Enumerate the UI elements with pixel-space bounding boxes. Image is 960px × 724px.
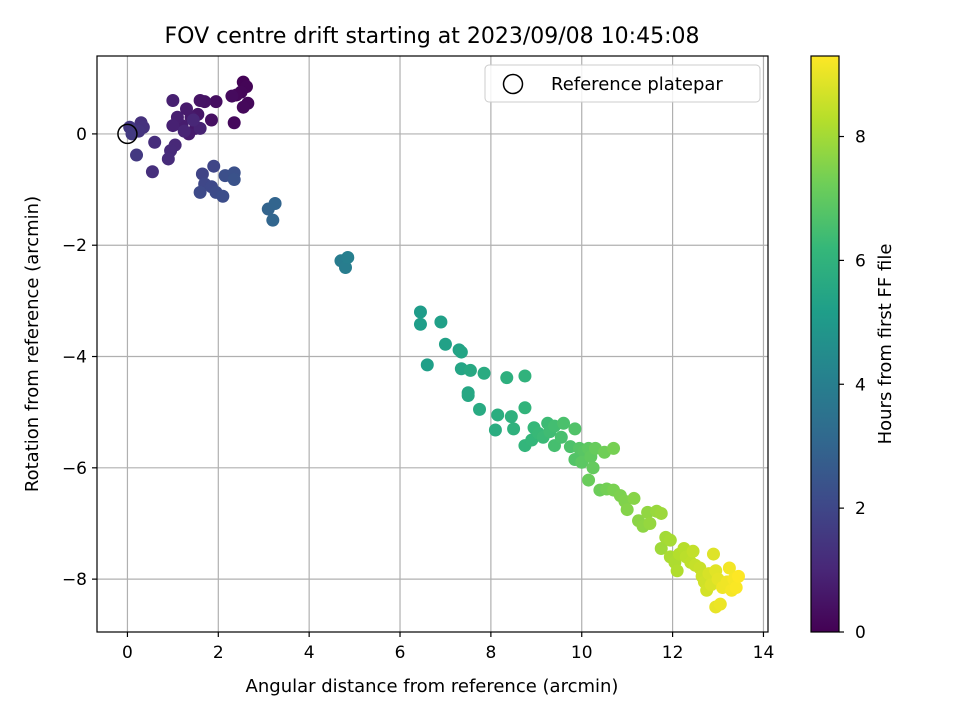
data-point bbox=[207, 159, 221, 173]
colorbar-gradient bbox=[810, 55, 840, 633]
data-point bbox=[268, 196, 282, 210]
data-point bbox=[554, 430, 568, 444]
data-point bbox=[713, 597, 727, 611]
data-point bbox=[663, 533, 677, 547]
data-point bbox=[477, 366, 491, 380]
data-point bbox=[504, 410, 518, 424]
data-point bbox=[722, 561, 736, 575]
data-point bbox=[145, 165, 159, 179]
legend: Reference platepar bbox=[484, 64, 761, 103]
colorbar-tick-label: 8 bbox=[855, 128, 866, 148]
data-point bbox=[454, 345, 468, 359]
data-point bbox=[654, 506, 668, 520]
x-axis-label: Angular distance from reference (arcmin) bbox=[246, 676, 619, 697]
data-point bbox=[557, 416, 571, 430]
x-tick-label: 6 bbox=[395, 643, 406, 663]
axes-layer: 0 2 4 6 8 10 12 14 −8 −6 −4 −2 0 bbox=[62, 55, 775, 663]
data-point bbox=[227, 173, 241, 187]
data-point bbox=[507, 422, 521, 436]
data-point bbox=[195, 167, 209, 181]
data-point bbox=[620, 503, 634, 517]
y-tick-label: −6 bbox=[62, 459, 87, 479]
data-point bbox=[706, 547, 720, 561]
data-point bbox=[193, 94, 207, 108]
data-point bbox=[582, 473, 596, 487]
data-point bbox=[236, 100, 250, 114]
reference-layer bbox=[117, 123, 138, 145]
chart-title: FOV centre drift starting at 2023/09/08 … bbox=[165, 24, 700, 49]
grid-layer bbox=[97, 56, 768, 632]
data-point bbox=[193, 185, 207, 199]
data-point bbox=[488, 423, 502, 437]
data-point bbox=[500, 371, 514, 385]
data-point bbox=[125, 127, 139, 141]
x-tick-label: 4 bbox=[304, 643, 315, 663]
x-tick-label: 14 bbox=[753, 643, 775, 663]
data-point bbox=[209, 95, 223, 109]
data-point bbox=[413, 305, 427, 319]
colorbar: 0 2 4 6 8 bbox=[810, 55, 866, 643]
data-point bbox=[518, 369, 532, 383]
data-point bbox=[643, 516, 657, 530]
points-layer bbox=[123, 75, 745, 614]
x-tick-label: 10 bbox=[571, 643, 593, 663]
data-point bbox=[341, 250, 355, 264]
data-point bbox=[491, 408, 505, 422]
colorbar-tick-label: 4 bbox=[855, 375, 866, 395]
data-point bbox=[161, 152, 175, 166]
data-point bbox=[438, 337, 452, 351]
data-point bbox=[568, 422, 582, 436]
data-point bbox=[731, 569, 745, 583]
colorbar-tick-label: 2 bbox=[855, 499, 866, 519]
legend-entry-reference: Reference platepar bbox=[551, 74, 723, 95]
data-point bbox=[686, 544, 700, 558]
data-point bbox=[186, 113, 200, 127]
data-point bbox=[473, 402, 487, 416]
data-point bbox=[166, 119, 180, 133]
data-point bbox=[463, 363, 477, 377]
data-point bbox=[607, 441, 621, 455]
colorbar-tick-label: 0 bbox=[855, 623, 866, 643]
data-point bbox=[670, 564, 684, 578]
y-tick-label: −2 bbox=[62, 236, 87, 256]
data-point bbox=[166, 94, 180, 108]
plot-frame bbox=[96, 55, 769, 633]
x-tick-label: 8 bbox=[485, 643, 496, 663]
legend-box bbox=[484, 64, 761, 103]
data-point bbox=[729, 580, 743, 594]
data-point bbox=[420, 358, 434, 372]
y-tick-label: −4 bbox=[62, 348, 87, 368]
data-point bbox=[216, 189, 230, 203]
x-tick-label: 12 bbox=[662, 643, 684, 663]
data-point bbox=[654, 542, 668, 556]
legend-reference-marker bbox=[502, 73, 524, 95]
data-point bbox=[204, 113, 218, 127]
colorbar-label: Hours from first FF file bbox=[875, 244, 896, 445]
colorbar-tick-label: 6 bbox=[855, 251, 866, 271]
data-point bbox=[461, 388, 475, 402]
y-tick-label: 0 bbox=[76, 125, 87, 145]
data-point bbox=[434, 315, 448, 329]
data-point bbox=[177, 124, 191, 138]
data-point bbox=[518, 401, 532, 415]
data-point bbox=[413, 317, 427, 331]
data-point bbox=[148, 135, 162, 149]
data-point bbox=[130, 148, 144, 162]
x-tick-label: 2 bbox=[213, 643, 224, 663]
data-point bbox=[266, 213, 280, 227]
data-point bbox=[627, 491, 641, 505]
reference-platepar-marker bbox=[117, 123, 138, 145]
y-tick-label: −8 bbox=[62, 570, 87, 590]
data-point bbox=[225, 89, 239, 103]
y-axis-label: Rotation from reference (arcmin) bbox=[22, 196, 43, 492]
data-point bbox=[586, 461, 600, 475]
data-point bbox=[339, 260, 353, 274]
data-point bbox=[227, 116, 241, 130]
x-tick-label: 0 bbox=[122, 643, 133, 663]
data-point bbox=[179, 102, 193, 116]
